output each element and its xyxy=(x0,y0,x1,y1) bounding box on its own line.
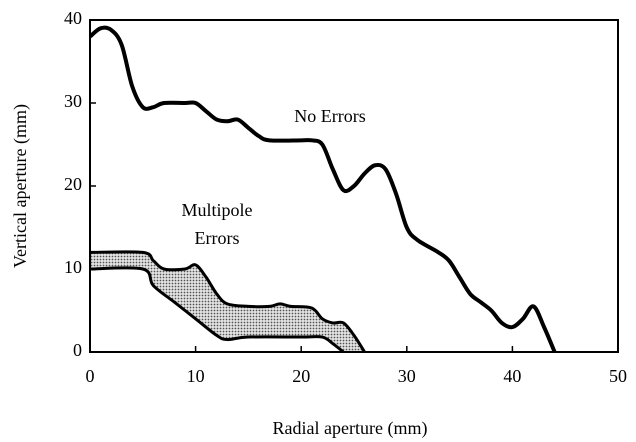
annotation: Multipole xyxy=(182,200,253,220)
curve xyxy=(88,25,557,353)
x-tick-label: 20 xyxy=(292,366,310,386)
annotation: No Errors xyxy=(294,106,365,126)
x-tick-label: 50 xyxy=(609,366,627,386)
y-tick-label: 10 xyxy=(64,257,82,277)
curve xyxy=(89,250,366,353)
y-tick-label: 0 xyxy=(73,340,82,360)
annotation: Errors xyxy=(195,228,240,248)
curve xyxy=(89,266,345,354)
band-fill xyxy=(90,251,365,352)
y-tick-label: 30 xyxy=(64,91,82,111)
y-tick-label: 40 xyxy=(64,8,82,28)
x-tick-label: 0 xyxy=(86,366,95,386)
x-tick-label: 40 xyxy=(503,366,521,386)
x-axis-label: Radial aperture (mm) xyxy=(273,418,428,439)
y-tick-label: 20 xyxy=(64,174,82,194)
y-axis-label: Vertical aperture (mm) xyxy=(10,104,31,268)
x-tick-label: 10 xyxy=(187,366,205,386)
x-tick-label: 30 xyxy=(398,366,416,386)
